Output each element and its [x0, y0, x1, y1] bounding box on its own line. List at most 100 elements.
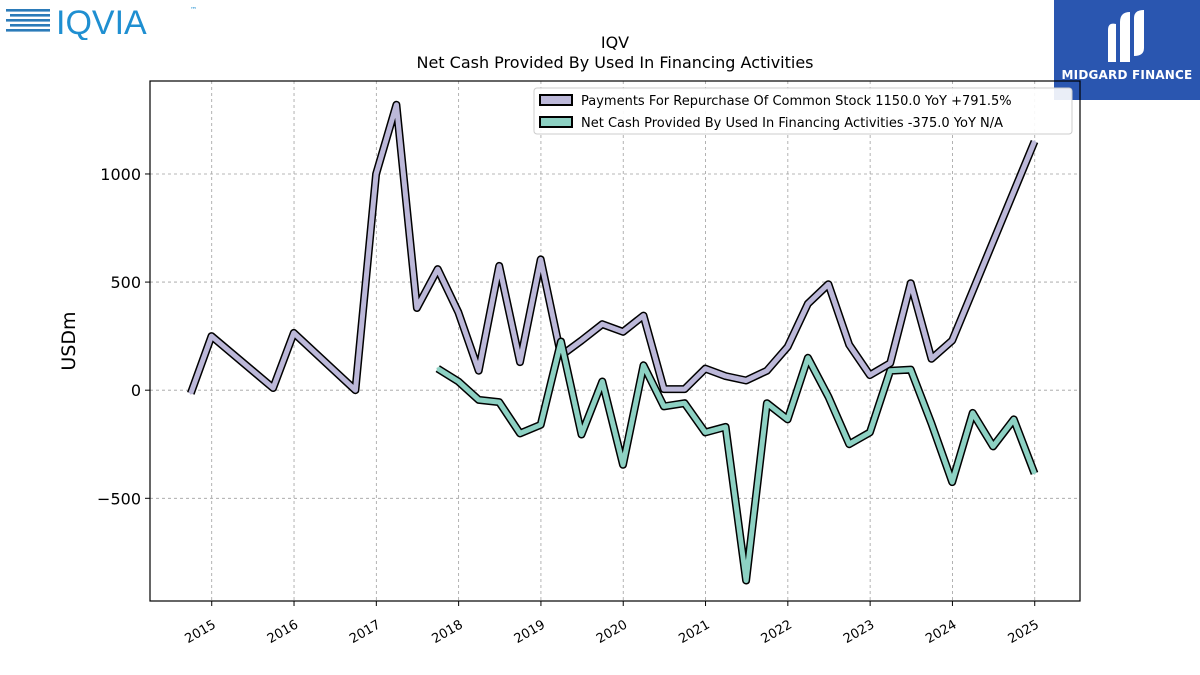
data-point: [210, 334, 213, 338]
grid-lines: [150, 81, 1080, 601]
chart-title: IQV: [601, 33, 629, 52]
y-tick-label: 0: [131, 381, 141, 400]
data-point: [580, 433, 583, 436]
data-point: [1033, 140, 1036, 143]
y-axis: −500 0 500 1000: [97, 165, 150, 508]
plot-frame: [149, 80, 1081, 602]
x-tick-label: 2025: [1006, 617, 1042, 647]
data-point: [518, 360, 522, 364]
iqvia-stripes-icon: [6, 9, 50, 32]
data-point: [991, 445, 995, 448]
data-point: [744, 379, 748, 382]
data-point: [744, 579, 748, 582]
data-point: [518, 432, 522, 435]
data-point: [621, 463, 625, 466]
series-outline-0: [187, 100, 1039, 395]
midgard-finance-logo: MIDGARD FINANCE: [1054, 0, 1200, 100]
data-point: [271, 386, 275, 390]
y-axis-label: USDm: [58, 311, 80, 370]
data-point: [601, 380, 604, 383]
series-layer: [187, 100, 1039, 585]
data-point: [539, 258, 542, 261]
data-point: [374, 172, 378, 176]
data-point: [1033, 472, 1036, 475]
data-point: [559, 340, 563, 343]
x-tick-label: 2017: [347, 617, 383, 647]
data-point: [354, 389, 357, 392]
legend-label: Payments For Repurchase Of Common Stock …: [581, 94, 1012, 109]
data-point: [642, 364, 645, 367]
iqvia-logo: IQVIA ™: [4, 2, 204, 42]
data-point: [621, 330, 625, 333]
x-tick-label: 2018: [429, 617, 465, 647]
data-point: [580, 339, 583, 342]
data-point: [951, 480, 954, 484]
y-tick-label: −500: [97, 489, 141, 508]
data-point: [848, 343, 851, 346]
data-point: [786, 345, 789, 349]
x-tick-label: 2021: [676, 617, 712, 647]
data-point: [827, 395, 830, 398]
data-point: [189, 392, 192, 395]
x-tick-label: 2020: [594, 617, 630, 647]
data-point: [765, 369, 769, 372]
data-point: [477, 369, 480, 372]
data-point: [642, 314, 645, 317]
data-point: [889, 362, 892, 365]
data-point: [971, 411, 974, 415]
data-point: [724, 374, 727, 378]
data-point: [457, 380, 460, 383]
iqvia-tm: ™: [190, 6, 197, 14]
data-point: [683, 387, 686, 391]
data-point: [909, 282, 912, 285]
data-point: [704, 431, 707, 434]
legend-swatch: [539, 94, 573, 106]
x-tick-label: 2016: [265, 617, 301, 647]
data-point: [436, 267, 439, 271]
data-point: [827, 283, 830, 286]
data-point: [786, 418, 789, 421]
x-tick-label: 2015: [183, 617, 219, 647]
data-point: [498, 400, 501, 404]
data-point: [868, 431, 872, 434]
data-point: [395, 103, 398, 107]
data-point: [806, 302, 810, 305]
midgard-finance-text: MIDGARD FINANCE: [1061, 68, 1193, 82]
data-point: [765, 402, 769, 405]
data-point: [806, 356, 810, 359]
series-line-1: [436, 339, 1037, 583]
data-point: [539, 423, 542, 426]
data-point: [662, 405, 666, 408]
data-point: [930, 422, 933, 425]
legend: Payments For Repurchase Of Common Stock …: [533, 87, 1073, 135]
y-tick-label: 500: [110, 273, 141, 292]
data-point: [415, 306, 419, 310]
data-point: [292, 331, 295, 335]
chart-subtitle: Net Cash Provided By Used In Financing A…: [416, 53, 813, 72]
data-point: [1012, 418, 1015, 421]
data-point: [868, 373, 872, 377]
x-tick-label: 2019: [512, 617, 548, 647]
data-point: [951, 339, 954, 342]
y-tick-label: 1000: [100, 165, 141, 184]
x-axis: 2015 2016 2017 2018 2019 2020 2021 2022 2023 2024…: [183, 601, 1042, 647]
legend-swatch: [539, 116, 573, 128]
data-point: [683, 402, 686, 405]
data-point: [436, 367, 439, 370]
legend-label: Net Cash Provided By Used In Financing A…: [581, 116, 1003, 131]
data-point: [457, 311, 460, 314]
data-point: [477, 398, 480, 402]
data-point: [848, 443, 851, 446]
legend-box: [533, 87, 1073, 135]
x-tick-label: 2024: [923, 617, 959, 647]
data-point: [724, 425, 727, 429]
iqvia-logo-mark: IQVIA ™: [6, 4, 197, 42]
x-tick-label: 2022: [759, 617, 795, 647]
data-point: [930, 357, 933, 360]
data-point: [601, 323, 604, 326]
data-point: [498, 264, 501, 268]
iqvia-logo-text: IQVIA: [56, 4, 147, 40]
midgard-mark-icon: [1108, 10, 1144, 63]
data-point: [704, 367, 707, 370]
